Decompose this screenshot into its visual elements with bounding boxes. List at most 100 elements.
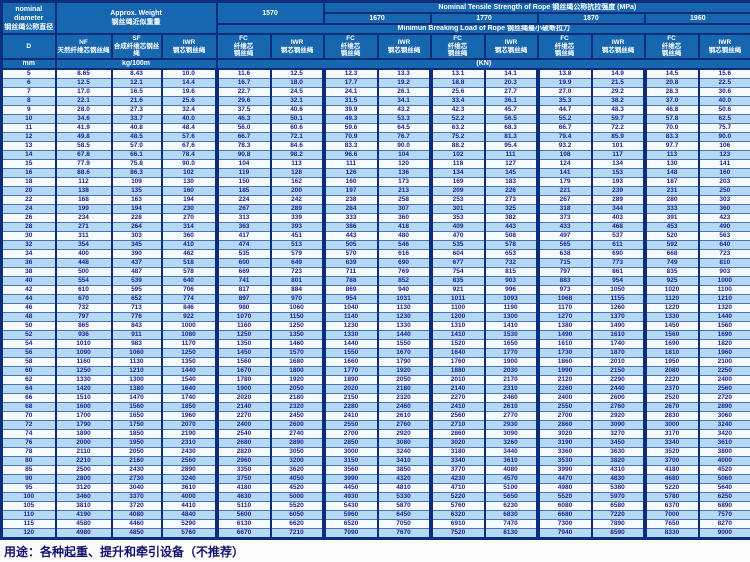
value-cell: 160 [324,178,378,187]
value-cell: 1100 [431,304,485,313]
value-cell: 1010 [56,340,112,349]
value-cell: 5380 [592,484,645,493]
value-cell: 128 [271,169,324,178]
header-nominal-diameter: nominal diameter 钢丝绳公称直径 [2,2,56,35]
value-cell: 2050 [378,376,431,385]
value-cell: 1350 [271,331,324,340]
value-cell: 3610 [162,484,217,493]
value-cell: 535 [431,241,485,250]
value-cell: 706 [162,286,217,295]
diameter-cell: 32 [2,241,56,250]
value-cell: 12.3 [324,69,378,79]
header-fc-1670: FC 纤维芯 钢丝绳 [324,34,378,59]
value-cell: 226 [485,187,538,196]
value-cell: 433 [538,223,592,232]
value-cell: 78.3 [217,142,271,151]
value-cell: 141 [699,160,750,169]
value-cell: 97.7 [645,142,699,151]
value-cell: 34.6 [56,115,112,124]
value-cell: 200 [271,187,324,196]
value-cell: 145 [485,169,538,178]
value-cell: 1300 [112,376,162,385]
value-cell: 1880 [431,367,485,376]
value-cell: 3360 [538,448,592,457]
value-cell: 1530 [485,331,538,340]
value-cell: 253 [431,196,485,205]
value-cell: 861 [592,268,645,277]
value-cell: 2740 [271,430,324,439]
value-cell: 723 [699,250,750,259]
value-cell: 1270 [538,313,592,322]
value-cell: 936 [56,331,112,340]
header-strength-1570: 1570 [217,2,324,25]
value-cell: 480 [378,232,431,241]
value-cell: 2760 [592,403,645,412]
value-cell: 2860 [431,430,485,439]
value-cell: 1790 [378,358,431,367]
value-cell: 59.7 [592,115,645,124]
value-cell: 983 [112,340,162,349]
value-cell: 1820 [699,340,750,349]
value-cell: 19.6 [162,88,217,97]
value-cell: 24.5 [271,88,324,97]
value-cell: 6620 [271,520,324,529]
value-cell: 85.9 [592,133,645,142]
value-cell: 363 [217,223,271,232]
value-cell: 1160 [56,358,112,367]
value-cell: 518 [162,259,217,268]
value-cell: 130 [645,160,699,169]
value-cell: 303 [699,196,750,205]
value-cell: 33.7 [112,115,162,124]
value-cell: 344 [592,205,645,214]
value-cell: 10.0 [162,69,217,79]
value-cell: 102 [431,151,485,160]
value-cell: 1610 [538,340,592,349]
value-cell: 470 [431,232,485,241]
value-cell: 1050 [592,286,645,295]
value-cell: 638 [538,250,592,259]
value-cell: 3180 [431,448,485,457]
value-cell: 118 [431,160,485,169]
value-cell: 1640 [431,349,485,358]
value-cell: 3440 [485,448,538,457]
value-cell: 1120 [645,295,699,304]
value-cell: 8130 [485,529,538,539]
value-cell: 21.5 [592,79,645,88]
value-cell: 2770 [485,412,538,421]
value-cell: 2610 [378,412,431,421]
diameter-cell: 15 [2,160,56,169]
value-cell: 2930 [485,421,538,430]
diameter-cell: 40 [2,277,56,286]
value-cell: 2150 [592,367,645,376]
value-cell: 400 [56,250,112,259]
value-cell: 153 [592,169,645,178]
value-cell: 1560 [217,358,271,367]
value-cell: 970 [271,295,324,304]
value-cell: 3720 [112,502,162,511]
value-cell: 27.7 [485,88,538,97]
value-cell: 2560 [162,457,217,466]
value-cell: 16.5 [112,88,162,97]
value-cell: 1160 [217,322,271,331]
value-cell: 4980 [56,529,112,539]
diameter-cell: 16 [2,169,56,178]
value-cell: 104 [378,151,431,160]
value-cell: 4450 [324,484,378,493]
value-cell: 7300 [538,520,592,529]
value-cell: 1130 [378,304,431,313]
value-cell: 4470 [538,475,592,484]
value-cell: 5870 [378,502,431,511]
value-cell: 1900 [217,385,271,394]
value-cell: 1320 [699,304,750,313]
value-cell: 307 [378,205,431,214]
value-cell: 1960 [699,349,750,358]
